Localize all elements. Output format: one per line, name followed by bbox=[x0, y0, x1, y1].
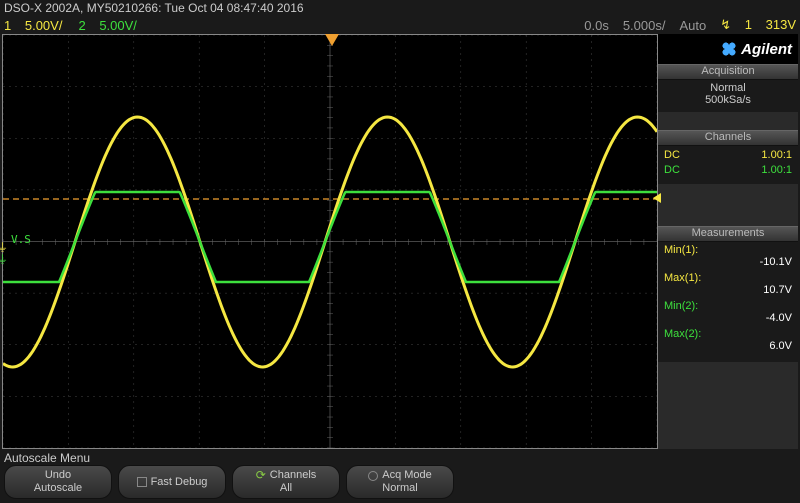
vs-label: V.S bbox=[11, 233, 31, 246]
brand-row: Agilent bbox=[658, 34, 798, 64]
menu-title: Autoscale Menu bbox=[4, 451, 796, 465]
softkey-top: Channels bbox=[270, 469, 316, 482]
time-scale: 5.000s/ bbox=[623, 18, 666, 33]
measurement-value: -4.0V bbox=[664, 312, 792, 324]
channels-header: Channels bbox=[658, 130, 798, 146]
ch1-coupling: DC bbox=[664, 148, 680, 163]
time-offset: 0.0s bbox=[584, 18, 609, 33]
ch1-probe: 1.00:1 bbox=[761, 148, 792, 163]
agilent-logo-icon bbox=[721, 41, 737, 57]
measurements-body: Min(1):-10.1V Max(1):10.7V Min(2):-4.0V Max… bbox=[658, 242, 798, 362]
edge-trigger-icon: ↯ bbox=[720, 17, 731, 32]
softkey-top: Acq Mode bbox=[382, 469, 432, 482]
channels-body: DC 1.00:1 DC 1.00:1 bbox=[658, 146, 798, 184]
trigger-mode: Auto bbox=[679, 18, 706, 33]
channel-row: DC 1.00:1 bbox=[664, 163, 792, 178]
ch1-scale: 5.00V/ bbox=[25, 18, 63, 33]
acquisition-header: Acquisition bbox=[658, 64, 798, 80]
acq-mode: Normal bbox=[664, 82, 792, 94]
ch2-coupling: DC bbox=[664, 163, 680, 178]
measurement-label: Max(1): bbox=[664, 272, 792, 284]
radio-icon bbox=[368, 471, 378, 481]
acq-rate: 500kSa/s bbox=[664, 94, 792, 106]
refresh-icon: ⟳ bbox=[256, 469, 266, 482]
softkey-button[interactable]: UndoAutoscale bbox=[4, 465, 112, 499]
trigger-channel: 1 bbox=[745, 17, 752, 32]
softkey-button[interactable]: ⟳ ChannelsAll bbox=[232, 465, 340, 499]
trigger-level-marker bbox=[653, 193, 661, 203]
softkey-menu: Autoscale Menu UndoAutoscale Fast Debug ⟳ C… bbox=[0, 449, 800, 503]
ch2-probe: 1.00:1 bbox=[761, 163, 792, 178]
measurement-value: -10.1V bbox=[664, 256, 792, 268]
measurement-label: Min(2): bbox=[664, 300, 792, 312]
softkey-top: Undo bbox=[45, 469, 71, 482]
trigger-level: 313V bbox=[766, 17, 796, 32]
measurements-header: Measurements bbox=[658, 226, 798, 242]
checkbox-icon bbox=[137, 477, 147, 487]
ch2-scale: 5.00V/ bbox=[99, 18, 137, 33]
softkey-bottom: All bbox=[280, 482, 292, 495]
model-info: DSO-X 2002A, MY50210266: Tue Oct 04 08:4… bbox=[4, 1, 304, 15]
measurement-value: 6.0V bbox=[664, 340, 792, 352]
softkey-button[interactable]: Acq ModeNormal bbox=[346, 465, 454, 499]
ch1-number: 1 bbox=[4, 18, 11, 33]
ch2-ground-marker: ⏚ bbox=[0, 251, 8, 267]
trigger-position-marker bbox=[325, 34, 339, 46]
measurement-label: Max(2): bbox=[664, 328, 792, 340]
softkey-top: Fast Debug bbox=[151, 476, 208, 489]
status-bar: 1 5.00V/ 2 5.00V/ 0.0s 5.000s/ Auto ↯ 1 … bbox=[0, 16, 800, 34]
title-bar: DSO-X 2002A, MY50210266: Tue Oct 04 08:4… bbox=[0, 0, 800, 16]
brand-name: Agilent bbox=[741, 41, 792, 58]
softkey-button[interactable]: Fast Debug bbox=[118, 465, 226, 499]
measurement-label: Min(1): bbox=[664, 244, 792, 256]
softkey-bottom: Normal bbox=[382, 482, 417, 495]
ch2-number: 2 bbox=[78, 18, 85, 33]
softkey-bottom: Autoscale bbox=[34, 482, 82, 495]
waveform-display[interactable]: ⏚ ⏚ V.S bbox=[2, 34, 658, 449]
channel-row: DC 1.00:1 bbox=[664, 148, 792, 163]
measurement-value: 10.7V bbox=[664, 284, 792, 296]
acquisition-body: Normal 500kSa/s bbox=[658, 80, 798, 112]
side-panel: Agilent Acquisition Normal 500kSa/s Chan… bbox=[658, 34, 798, 449]
